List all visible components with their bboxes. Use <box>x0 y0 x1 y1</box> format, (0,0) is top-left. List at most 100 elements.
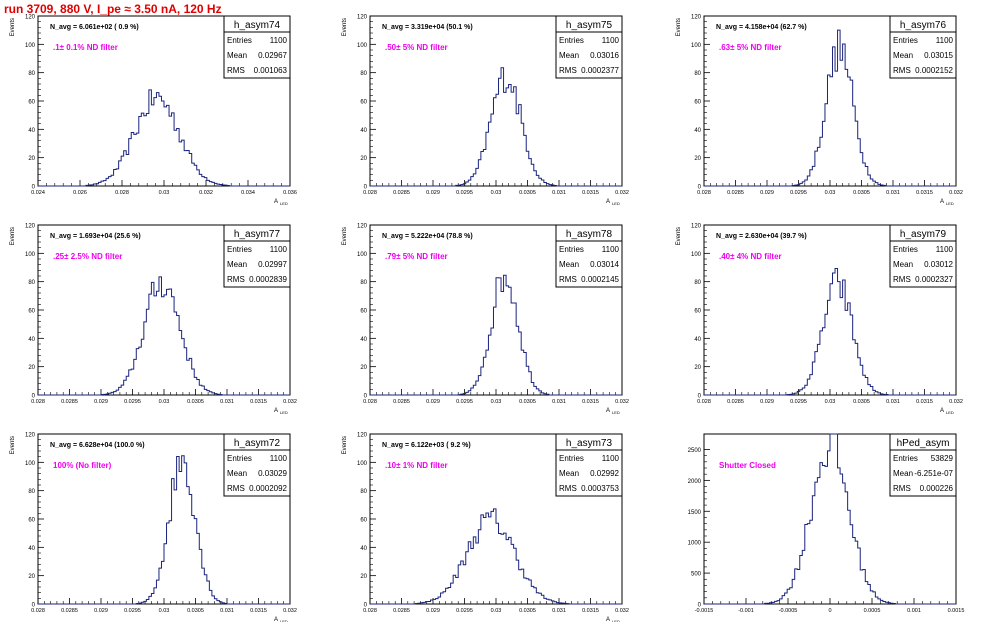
stat-label-rms: RMS <box>227 275 245 284</box>
x-tick-label: 0.03 <box>491 190 502 196</box>
filter-annotation: .40± 4% ND filter <box>719 252 782 261</box>
x-axis-label-sub: LED <box>280 619 288 622</box>
stat-value-rms: 0.0002377 <box>581 66 619 75</box>
stat-value-mean: 0.02992 <box>590 469 619 478</box>
stat-label-mean: Mean <box>893 51 913 60</box>
stat-value-entries: 1100 <box>270 245 288 254</box>
stat-label-entries: Entries <box>893 454 918 463</box>
y-tick-label: 120 <box>25 15 36 21</box>
y-tick-label: 20 <box>28 365 35 371</box>
y-axis-label: Events <box>10 227 16 245</box>
x-tick-label: 0.0285 <box>393 190 410 196</box>
y-tick-label: 0 <box>32 185 36 191</box>
y-tick-label: 100 <box>25 43 36 49</box>
histogram-line <box>38 89 290 187</box>
x-tick-label: 0 <box>828 608 831 614</box>
y-tick-label: 80 <box>694 280 701 286</box>
y-axis-label: Events <box>342 227 348 245</box>
y-tick-label: 60 <box>360 100 367 106</box>
y-tick-label: 40 <box>360 337 367 343</box>
navg-label: N_avg = 3.319e+04 (50.1 %) <box>382 24 473 31</box>
stat-value-mean: 0.02997 <box>258 260 287 269</box>
y-tick-label: 120 <box>691 224 702 230</box>
y-tick-label: 80 <box>28 489 35 495</box>
x-axis-label: A <box>274 199 278 205</box>
y-tick-label: 20 <box>360 574 367 580</box>
x-axis-label: A <box>606 199 610 205</box>
y-tick-label: 100 <box>357 461 368 467</box>
x-tick-label: 0.0315 <box>582 399 599 405</box>
x-tick-label: -0.001 <box>738 608 754 614</box>
x-axis-label-sub: LED <box>612 201 620 206</box>
x-tick-label: 0.0305 <box>853 399 870 405</box>
x-axis-label: A <box>274 617 278 622</box>
x-tick-label: 0.029 <box>760 190 774 196</box>
filter-annotation: .63± 5% ND filter <box>719 43 782 52</box>
x-tick-label: 0.026 <box>73 190 87 196</box>
filter-annotation: 100% (No filter) <box>53 461 112 470</box>
y-tick-label: 20 <box>694 156 701 162</box>
x-tick-label: 0.031 <box>552 608 566 614</box>
x-axis-label: A <box>940 408 944 414</box>
histogram-hPed_asym: 0 500 1000 1500 2000 2500 -0.0015 -0.001 -0.0005… <box>688 433 964 614</box>
stat-value-rms: 0.000226 <box>920 484 954 493</box>
x-tick-label: 0.032 <box>949 399 963 405</box>
stats-title: h_asym75 <box>566 20 613 31</box>
stat-label-entries: Entries <box>559 36 584 45</box>
x-tick-label: 0.028 <box>363 608 377 614</box>
x-tick-label: 0.031 <box>886 190 900 196</box>
y-tick-label: 100 <box>25 252 36 258</box>
x-tick-label: 0.0285 <box>727 190 744 196</box>
x-tick-label: 0.032 <box>199 190 213 196</box>
x-tick-label: 0.0295 <box>790 399 807 405</box>
stat-value-entries: 1100 <box>602 245 620 254</box>
y-axis-label: Events <box>10 436 16 454</box>
stats-box <box>889 224 957 288</box>
y-tick-label: 80 <box>28 71 35 77</box>
y-tick-label: 80 <box>360 71 367 77</box>
y-tick-label: 20 <box>360 156 367 162</box>
y-tick-label: 60 <box>28 100 35 106</box>
stats-box <box>555 433 623 497</box>
y-axis-label: Events <box>342 436 348 454</box>
stat-label-entries: Entries <box>559 454 584 463</box>
y-tick-label: 500 <box>691 572 702 578</box>
x-tick-label: 0.0285 <box>61 608 78 614</box>
stat-value-mean: 0.03015 <box>924 51 953 60</box>
x-tick-label: -0.0015 <box>695 608 714 614</box>
x-tick-label: 0.032 <box>283 608 297 614</box>
stat-value-mean: -6.251e-07 <box>914 469 953 478</box>
x-axis-label-sub: LED <box>612 619 620 622</box>
y-tick-label: 100 <box>691 43 702 49</box>
stat-label-entries: Entries <box>893 245 918 254</box>
y-tick-label: 20 <box>694 365 701 371</box>
y-tick-label: 120 <box>25 433 36 439</box>
stats-title: h_asym73 <box>566 438 613 449</box>
x-tick-label: 0.0315 <box>916 190 933 196</box>
x-tick-label: 0.028 <box>697 190 711 196</box>
stat-value-mean: 0.02967 <box>258 51 287 60</box>
x-axis-label: A <box>274 408 278 414</box>
x-tick-label: 0.024 <box>31 190 45 196</box>
x-axis-label: A <box>606 617 610 622</box>
x-tick-label: 0.03 <box>159 399 170 405</box>
y-tick-label: 2500 <box>688 448 702 454</box>
stat-value-mean: 0.03014 <box>590 260 619 269</box>
x-axis-label-sub: LED <box>946 410 954 415</box>
x-tick-label: 0.029 <box>94 608 108 614</box>
x-tick-label: 0.03 <box>825 399 836 405</box>
y-tick-label: 0 <box>698 394 702 400</box>
navg-label: N_avg = 2.630e+04 (39.7 %) <box>716 233 807 240</box>
x-axis-label-sub: LED <box>280 201 288 206</box>
x-tick-label: 0.0295 <box>124 608 141 614</box>
x-tick-label: 0.028 <box>115 190 129 196</box>
navg-label: N_avg = 5.222e+04 (78.8 %) <box>382 233 473 240</box>
filter-annotation: .25± 2.5% ND filter <box>53 252 122 261</box>
y-tick-label: 60 <box>28 518 35 524</box>
y-tick-label: 0 <box>32 394 36 400</box>
stats-title: h_asym78 <box>566 229 613 240</box>
x-tick-label: 0.0315 <box>582 608 599 614</box>
x-tick-label: 0.0305 <box>187 399 204 405</box>
x-tick-label: 0.03 <box>159 608 170 614</box>
x-tick-label: 0.0305 <box>519 608 536 614</box>
